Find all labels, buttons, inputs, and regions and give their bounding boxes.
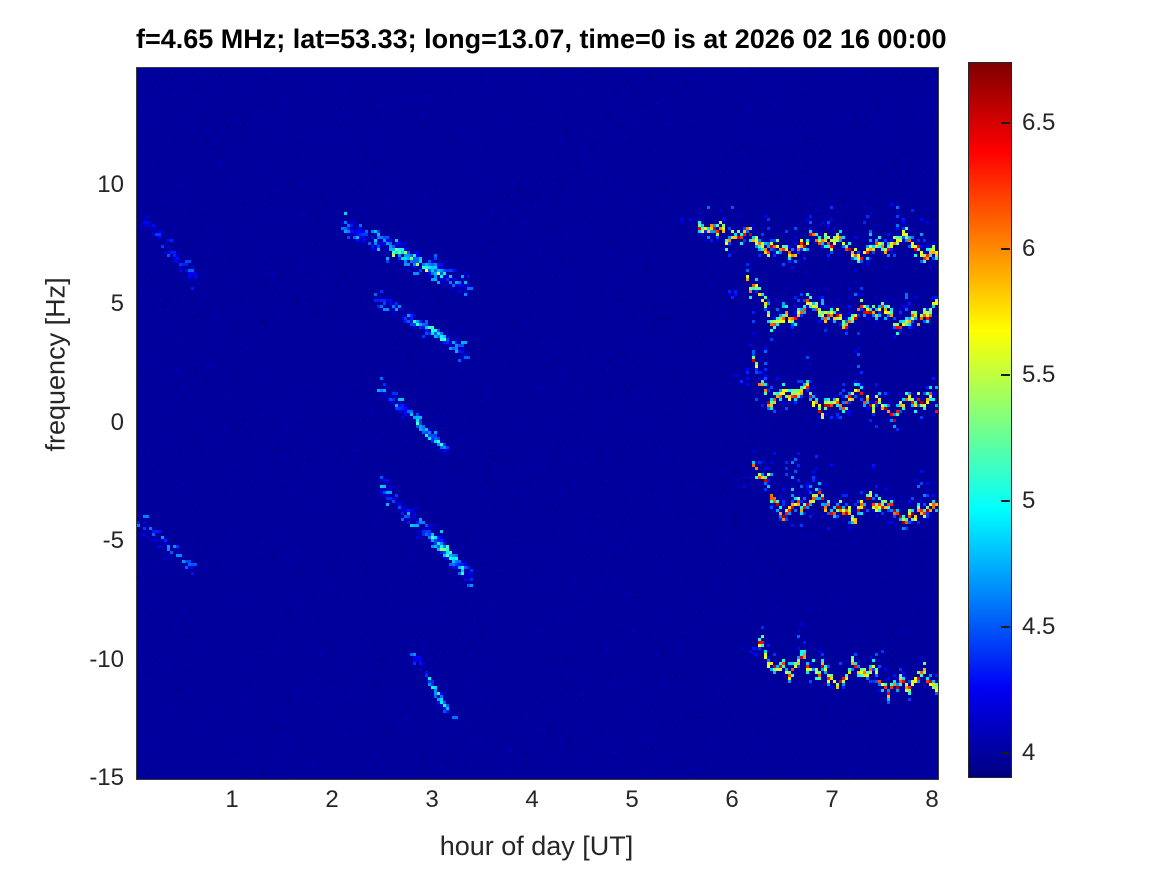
y-tick-label: 10	[97, 171, 124, 198]
x-tick-label: 1	[225, 786, 239, 813]
colorbar-tick-mark	[1001, 500, 1010, 502]
x-tick-label: 8	[925, 786, 939, 813]
plot-title: f=4.65 MHz; lat=53.33; long=13.07, time=…	[136, 24, 947, 54]
x-tick-label: 5	[625, 786, 639, 813]
x-tick-label: 6	[725, 786, 739, 813]
colorbar-tick-label: 6.5	[1022, 109, 1056, 136]
y-tick-label: 0	[110, 409, 124, 436]
y-tick-label: 5	[110, 290, 124, 317]
colorbar-tick-mark	[1001, 752, 1010, 754]
colorbar-tick-label: 5	[1022, 487, 1036, 514]
colorbar-tick-label: 6	[1022, 235, 1036, 262]
colorbar-tick-label: 4	[1022, 739, 1036, 766]
x-tick-label: 2	[325, 786, 339, 813]
y-tick-label: -15	[89, 764, 124, 791]
colorbar-tick-mark	[1001, 626, 1010, 628]
x-axis-label: hour of day [UT]	[439, 831, 634, 861]
colorbar-tick-mark	[1001, 248, 1010, 250]
colorbar-tick-mark	[1001, 374, 1010, 376]
spectrogram-canvas	[137, 68, 938, 779]
x-tick-label: 3	[425, 786, 439, 813]
y-tick-label: -5	[102, 527, 124, 554]
colorbar-tick-label: 4.5	[1022, 613, 1056, 640]
x-tick-label: 7	[825, 786, 839, 813]
colorbar-tick-mark	[1001, 122, 1010, 124]
x-tick-label: 4	[525, 786, 539, 813]
colorbar-tick-label: 5.5	[1022, 361, 1056, 388]
y-tick-label: -10	[89, 646, 124, 673]
colorbar	[968, 62, 1012, 778]
spectrogram-plot	[136, 67, 939, 780]
